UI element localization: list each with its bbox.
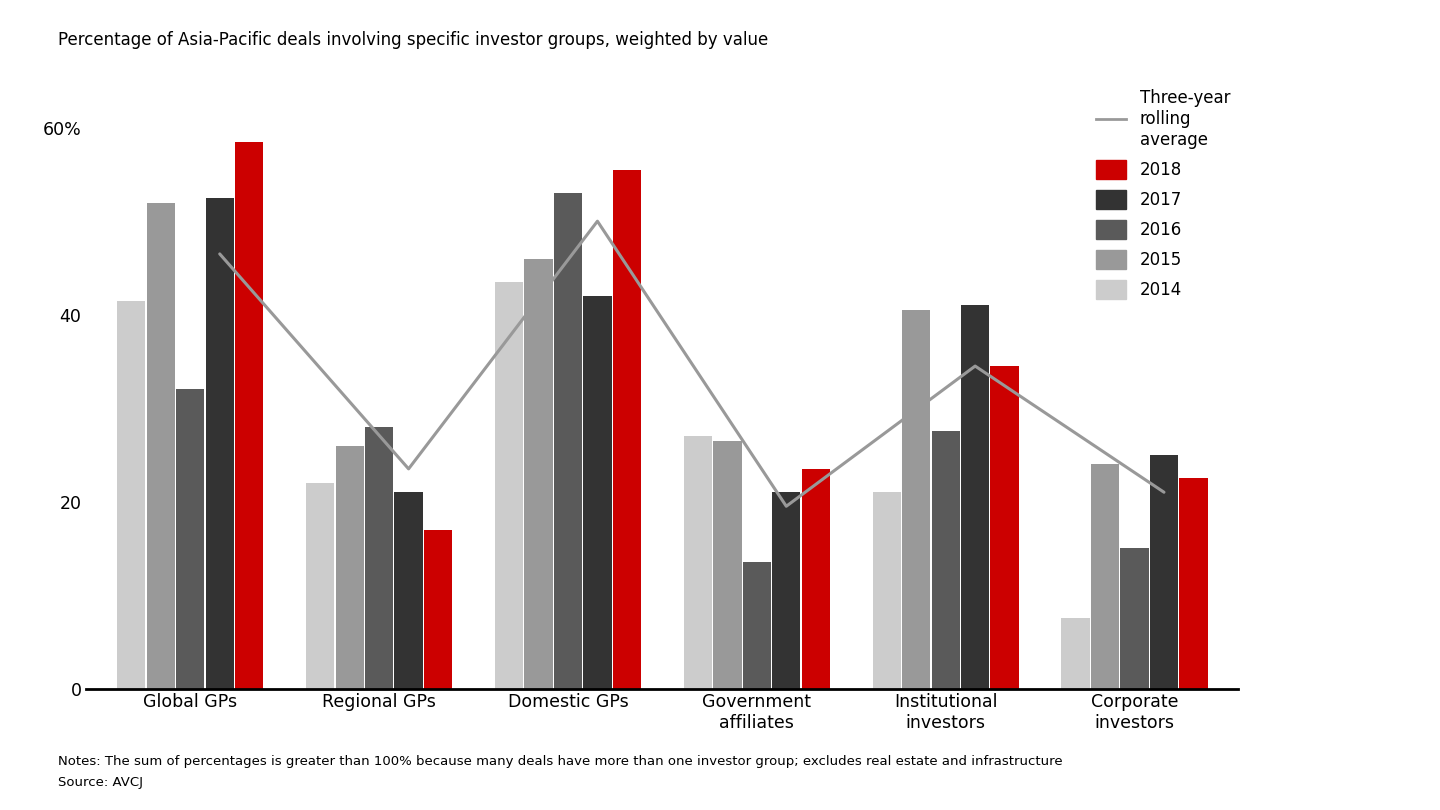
Bar (743, 562, 770, 688)
Bar (802, 469, 829, 688)
Bar (206, 198, 233, 688)
Bar (901, 310, 930, 688)
Bar (713, 441, 742, 688)
Bar (684, 436, 711, 688)
Bar (176, 390, 204, 688)
Bar (364, 427, 393, 688)
Text: Notes: The sum of percentages is greater than 100% because many deals have more : Notes: The sum of percentages is greater… (58, 756, 1063, 769)
Text: Percentage of Asia-Pacific deals involving specific investor groups, weighted by: Percentage of Asia-Pacific deals involvi… (58, 31, 768, 49)
Bar (772, 492, 801, 688)
Bar (117, 301, 145, 688)
Bar (613, 170, 641, 688)
Bar (495, 282, 523, 688)
Bar (1092, 464, 1119, 688)
Bar (932, 432, 960, 688)
Bar (583, 296, 612, 688)
Bar (1151, 455, 1178, 688)
Legend: Three-year
rolling
average, 2018, 2017, 2016, 2015, 2014: Three-year rolling average, 2018, 2017, … (1096, 89, 1230, 300)
Bar (1061, 618, 1090, 688)
Bar (336, 446, 364, 688)
Text: Source: AVCJ: Source: AVCJ (58, 776, 143, 789)
Bar (395, 492, 423, 688)
Bar (1179, 478, 1208, 688)
Bar (960, 305, 989, 688)
Bar (524, 258, 553, 688)
Bar (307, 483, 334, 688)
Bar (147, 202, 174, 688)
Bar (1120, 548, 1149, 688)
Bar (235, 142, 264, 688)
Bar (873, 492, 901, 688)
Bar (991, 366, 1018, 688)
Bar (423, 530, 452, 688)
Bar (554, 193, 582, 688)
